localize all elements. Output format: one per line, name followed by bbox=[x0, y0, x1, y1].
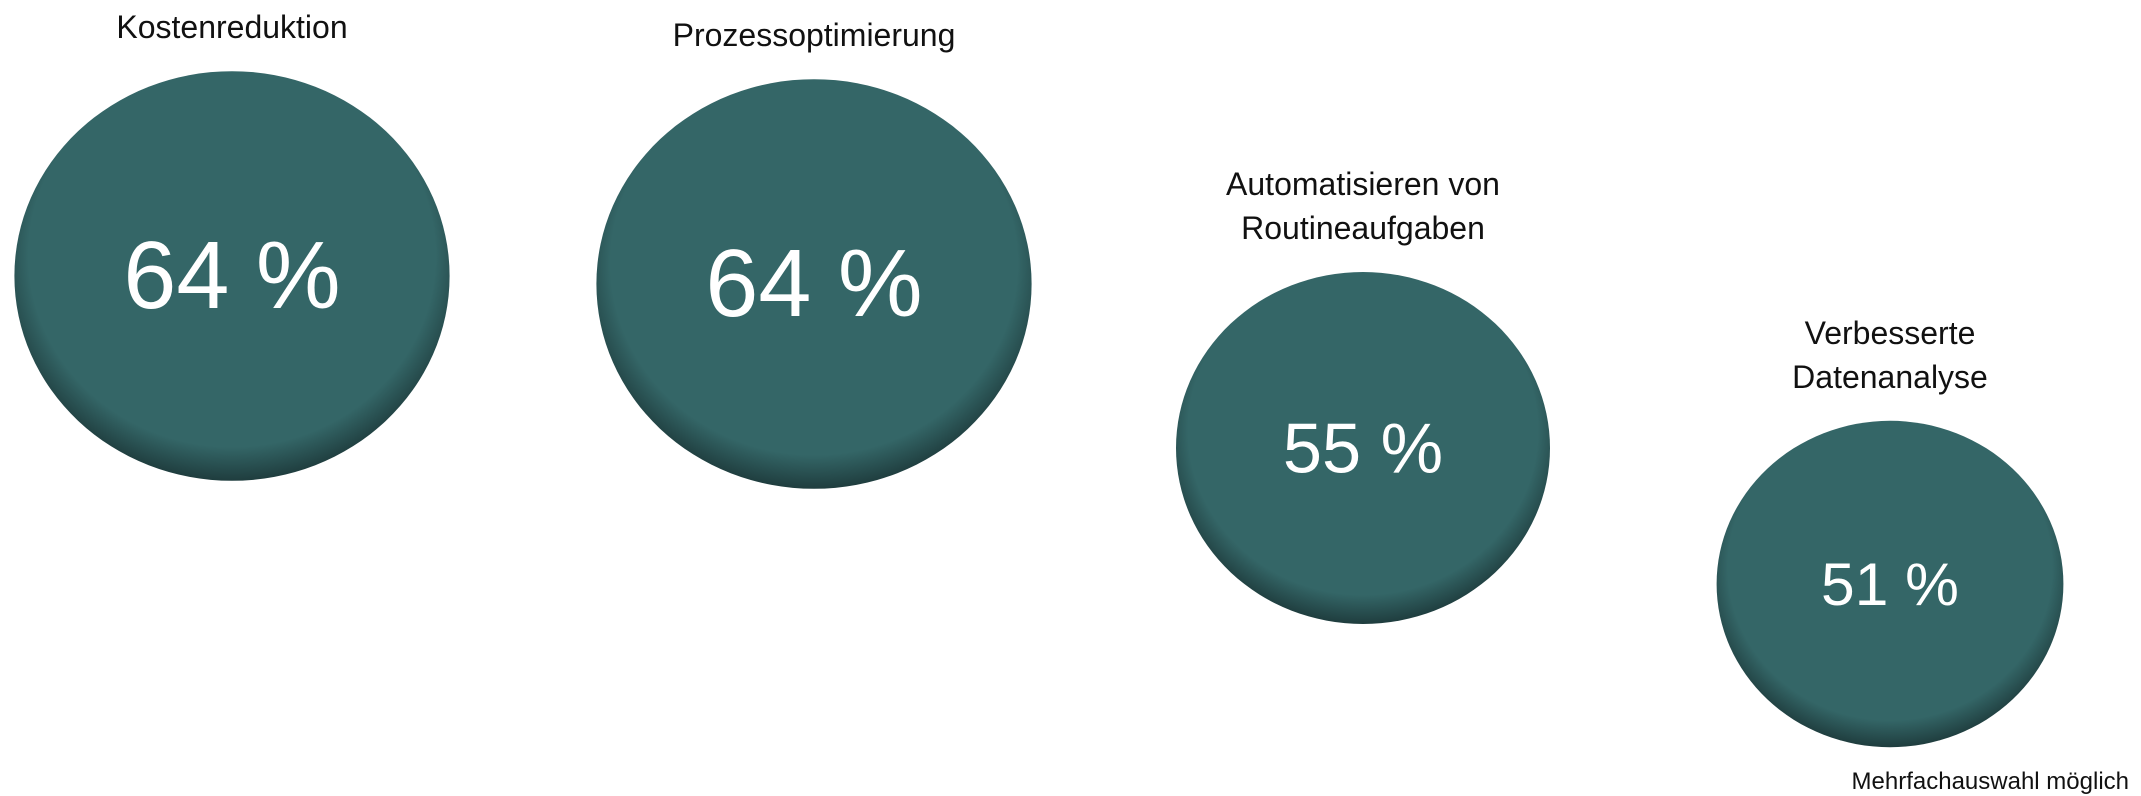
bubble bbox=[596, 79, 1032, 489]
value-label: 55 % bbox=[1283, 409, 1443, 488]
bubble bbox=[1176, 272, 1550, 624]
bubble bbox=[1716, 420, 2064, 748]
category-label: Verbesserte Datenanalyse bbox=[1792, 314, 1988, 395]
category-label: Kostenreduktion bbox=[116, 9, 348, 46]
value-label: 64 % bbox=[705, 231, 922, 337]
footnote: Mehrfachauswahl möglich bbox=[1851, 768, 2129, 795]
value-label: 64 % bbox=[123, 223, 340, 329]
category-label: Prozessoptimierung bbox=[672, 17, 956, 54]
value-label: 51 % bbox=[1821, 550, 1959, 618]
bubble bbox=[14, 71, 450, 481]
category-label: Automatisieren von Routineaufgaben bbox=[1226, 166, 1500, 246]
